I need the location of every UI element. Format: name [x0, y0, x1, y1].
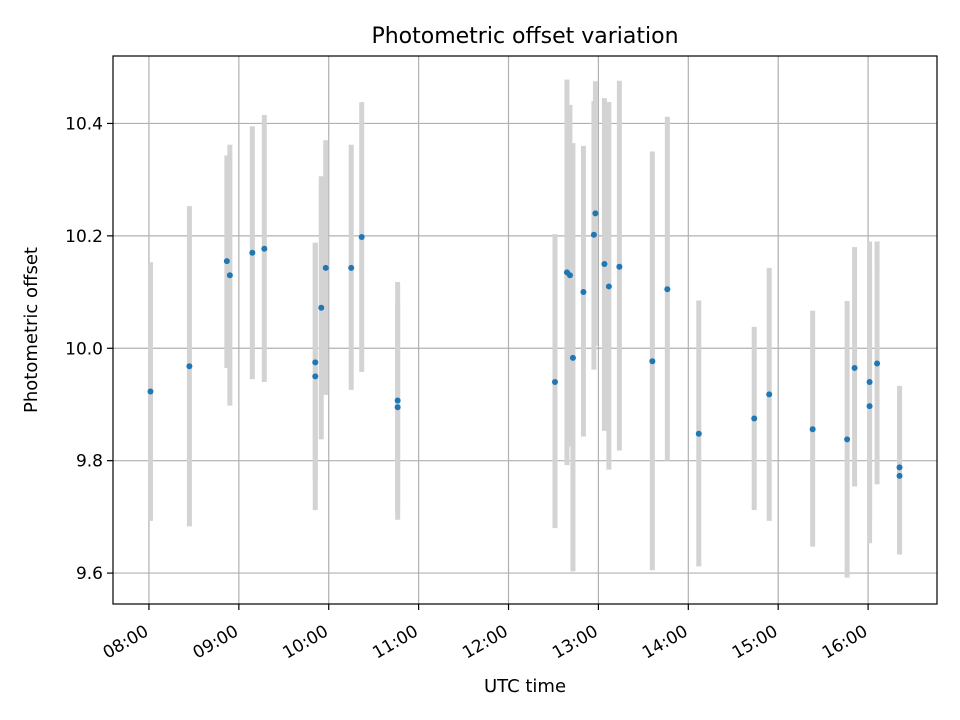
data-point [695, 430, 702, 437]
data-point [809, 426, 816, 433]
data-point [322, 264, 329, 271]
data-point [866, 403, 873, 410]
data-point [851, 364, 858, 371]
y-axis: 9.6 9.8 10.0 10.2 10.4 [65, 114, 113, 584]
data-points [147, 210, 903, 479]
data-point [590, 231, 597, 238]
data-point [605, 283, 612, 290]
y-axis-label: Photometric offset [21, 247, 42, 413]
data-point [569, 354, 576, 361]
data-point [318, 304, 325, 311]
data-point [874, 360, 881, 367]
data-point [896, 472, 903, 479]
data-point [147, 388, 154, 395]
data-point [551, 378, 558, 385]
data-point [358, 233, 365, 240]
y-tick-label: 10.2 [65, 227, 103, 247]
data-point [601, 260, 608, 267]
y-tick-label: 9.6 [76, 564, 103, 584]
data-point [592, 210, 599, 217]
data-point [249, 249, 256, 256]
data-point [394, 397, 401, 404]
data-point [616, 263, 623, 270]
data-point [649, 358, 656, 365]
data-point [844, 436, 851, 443]
data-point [664, 286, 671, 293]
data-point [866, 378, 873, 385]
data-point [348, 264, 355, 271]
data-point [261, 245, 268, 252]
data-point [766, 391, 773, 398]
plot-area-frame [112, 55, 938, 605]
y-tick-label: 9.8 [76, 452, 103, 472]
data-point [580, 289, 587, 296]
data-point [566, 272, 573, 279]
data-point [751, 415, 758, 422]
data-point [312, 359, 319, 366]
data-point [312, 373, 319, 380]
data-point [186, 363, 193, 370]
data-point [896, 464, 903, 471]
data-point [223, 258, 230, 265]
y-tick-label: 10.4 [65, 114, 103, 134]
chart-title: Photometric offset variation [371, 24, 678, 49]
x-axis-label: UTC time [484, 676, 566, 697]
y-tick-label: 10.0 [65, 339, 103, 359]
data-point [394, 404, 401, 411]
data-point [226, 272, 233, 279]
